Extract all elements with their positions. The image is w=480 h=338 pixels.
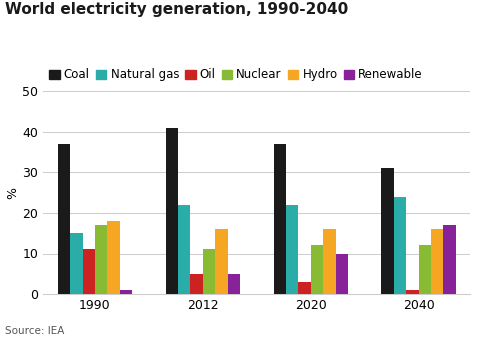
Bar — [215, 229, 228, 294]
Bar — [382, 168, 394, 294]
Bar — [120, 290, 132, 294]
Bar — [95, 225, 108, 294]
Bar — [70, 233, 83, 294]
Legend: Coal, Natural gas, Oil, Nuclear, Hydro, Renewable: Coal, Natural gas, Oil, Nuclear, Hydro, … — [49, 68, 423, 81]
Bar — [178, 205, 191, 294]
Text: World electricity generation, 1990-2040: World electricity generation, 1990-2040 — [5, 2, 348, 17]
Bar — [299, 282, 311, 294]
Bar — [203, 249, 215, 294]
Bar — [58, 144, 70, 294]
Bar — [323, 229, 336, 294]
Bar — [431, 229, 444, 294]
Bar — [286, 205, 299, 294]
Bar — [191, 274, 203, 294]
Bar — [166, 128, 178, 294]
Bar — [228, 274, 240, 294]
Bar — [311, 245, 323, 294]
Bar — [394, 197, 406, 294]
Bar — [83, 249, 95, 294]
Bar — [444, 225, 456, 294]
Bar — [406, 290, 419, 294]
Bar — [336, 254, 348, 294]
Bar — [108, 221, 120, 294]
Text: Source: IEA: Source: IEA — [5, 326, 64, 336]
Y-axis label: %: % — [7, 187, 20, 199]
Bar — [274, 144, 286, 294]
Bar — [419, 245, 431, 294]
